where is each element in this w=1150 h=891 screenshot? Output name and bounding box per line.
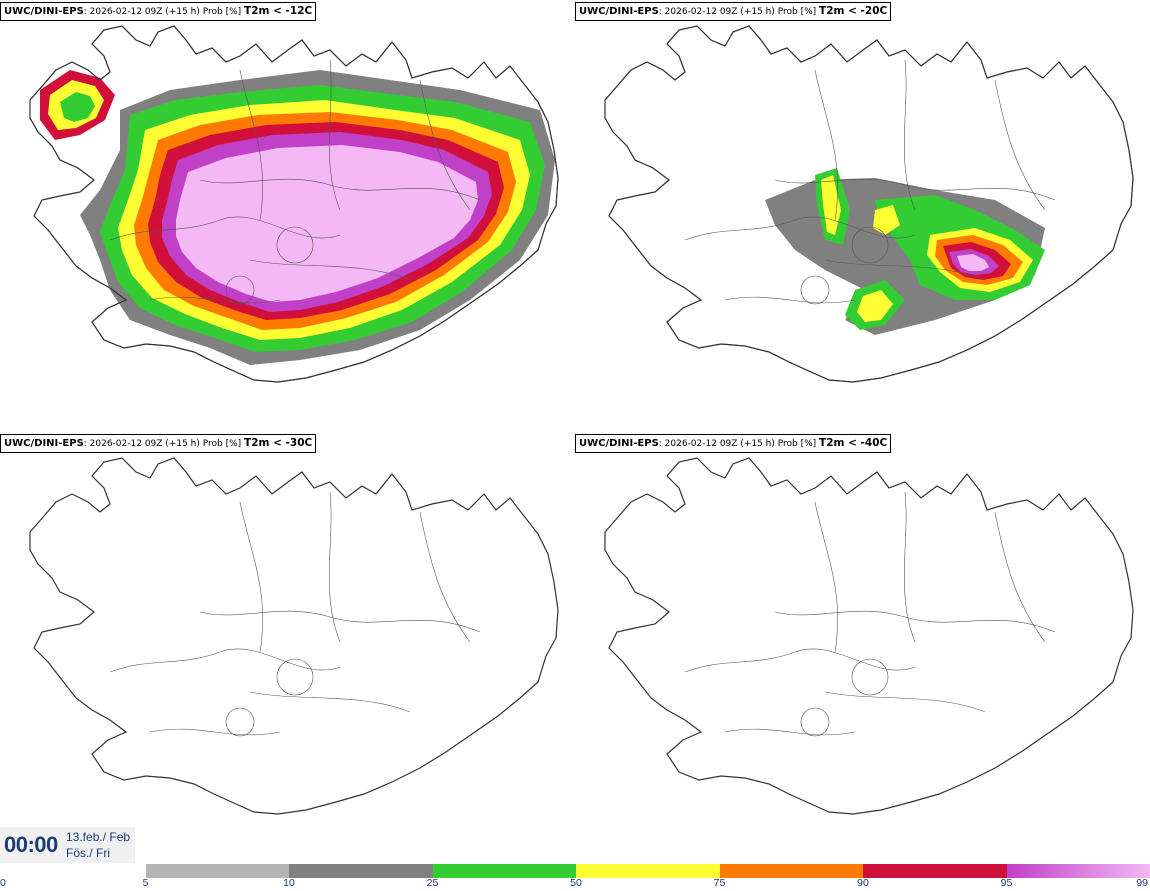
legend-bin-90-95 <box>863 864 1007 878</box>
probability-map <box>29 457 559 815</box>
legend-bin-75-90 <box>719 864 863 878</box>
panel-title: UWC/DINI-EPS: 2026-02-12 09Z (+15 h) Pro… <box>0 2 317 21</box>
legend-bin-50-75 <box>576 864 720 878</box>
threshold-label: T2m < -40C <box>819 437 888 449</box>
legend-tick-0: 0 <box>0 877 6 889</box>
panel-title: UWC/DINI-EPS: 2026-02-12 09Z (+15 h) Pro… <box>575 434 892 453</box>
run-info: : 2026-02-12 09Z (+15 h) Prob [%] <box>658 439 820 449</box>
map-panel-t2m-minus-20: UWC/DINI-EPS: 2026-02-12 09Z (+15 h) Pro… <box>575 0 1150 430</box>
probability-map <box>604 457 1134 815</box>
run-info: : 2026-02-12 09Z (+15 h) Prob [%] <box>658 7 820 17</box>
legend-tick-10: 10 <box>283 877 295 889</box>
legend-tick-99: 99 <box>1136 877 1148 889</box>
model-name: UWC/DINI-EPS <box>4 6 84 17</box>
map-panel-t2m-minus-12: UWC/DINI-EPS: 2026-02-12 09Z (+15 h) Pro… <box>0 0 575 430</box>
probability-map <box>29 25 559 383</box>
model-name: UWC/DINI-EPS <box>4 438 84 449</box>
legend-bin-5-10 <box>145 864 289 878</box>
map-panel-t2m-minus-40: UWC/DINI-EPS: 2026-02-12 09Z (+15 h) Pro… <box>575 432 1150 862</box>
legend-tick-75: 75 <box>713 877 726 889</box>
run-info: : 2026-02-12 09Z (+15 h) Prob [%] <box>83 439 245 449</box>
panel-title: UWC/DINI-EPS: 2026-02-12 09Z (+15 h) Pro… <box>575 2 892 21</box>
threshold-label: T2m < -20C <box>819 5 888 17</box>
valid-time-box: 00:00 13.feb./ Feb Fös./ Fri <box>0 827 135 863</box>
legend-bin-95-99 <box>1006 864 1150 878</box>
map-panel-t2m-minus-30: UWC/DINI-EPS: 2026-02-12 09Z (+15 h) Pro… <box>0 432 575 862</box>
legend-tick-95: 95 <box>1000 877 1013 889</box>
threshold-label: T2m < -30C <box>244 437 313 449</box>
valid-date: 13.feb./ Feb <box>66 830 131 844</box>
legend-tick-50: 50 <box>570 877 582 889</box>
valid-day: Fös./ Fri <box>66 846 110 860</box>
probability-map <box>604 25 1134 383</box>
probability-color-legend: 0 5 10 25 50 75 90 95 99 <box>0 862 1150 891</box>
run-info: : 2026-02-12 09Z (+15 h) Prob [%] <box>83 7 245 17</box>
legend-bin-25-50 <box>432 864 576 878</box>
valid-time-clock: 00:00 <box>4 832 58 857</box>
legend-bin-10-25 <box>289 864 433 878</box>
legend-tick-5: 5 <box>142 877 149 889</box>
legend-tick-90: 90 <box>857 877 869 889</box>
panel-title: UWC/DINI-EPS: 2026-02-12 09Z (+15 h) Pro… <box>0 434 317 453</box>
threshold-label: T2m < -12C <box>244 5 313 17</box>
legend-tick-25: 25 <box>426 877 439 889</box>
model-name: UWC/DINI-EPS <box>579 438 659 449</box>
model-name: UWC/DINI-EPS <box>579 6 659 17</box>
